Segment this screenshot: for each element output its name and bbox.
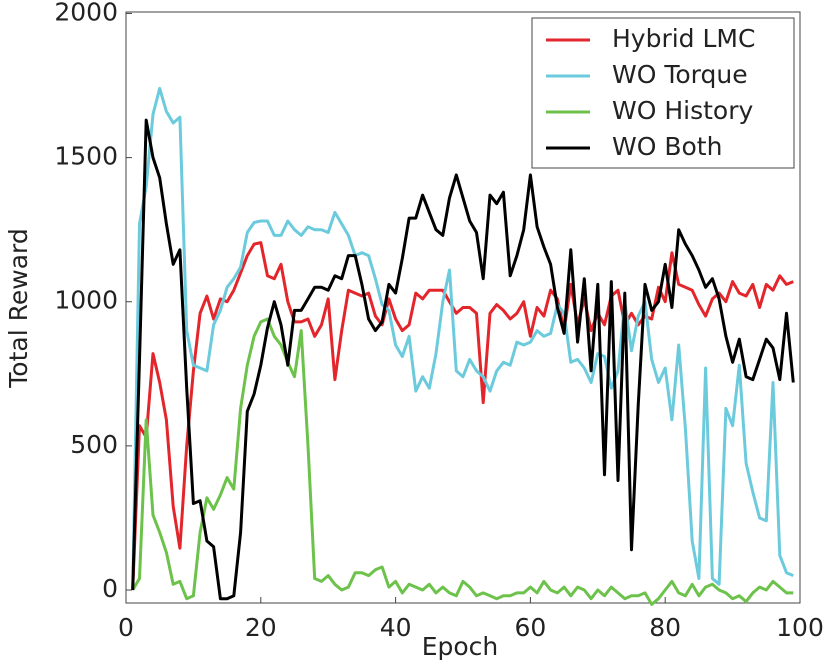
legend-label: WO History (612, 96, 753, 125)
x-tick-label: 60 (514, 613, 546, 642)
series-line (131, 86, 794, 591)
plot-frame (125, 11, 801, 604)
legend-box (531, 17, 795, 169)
y-tick-label: 0 (102, 574, 118, 603)
y-tick-label: 2000 (54, 0, 118, 26)
legend-label: WO Both (612, 132, 722, 161)
x-axis-label: Epoch (422, 632, 499, 661)
y-axis-label: Total Reward (4, 228, 33, 388)
y-tick-label: 500 (70, 430, 118, 459)
x-tick-label: 0 (118, 613, 134, 642)
x-tick-label: 100 (776, 613, 824, 642)
x-tick-label: 20 (245, 613, 277, 642)
x-tick-label: 80 (649, 613, 681, 642)
legend-label: WO Torque (612, 60, 748, 89)
series-line (131, 317, 794, 606)
x-tick-label: 40 (380, 613, 412, 642)
legend-label: Hybrid LMC (612, 24, 755, 53)
y-tick-label: 1500 (54, 142, 118, 171)
series-line (131, 118, 795, 601)
series-line (131, 241, 794, 591)
y-tick-label: 1000 (54, 286, 118, 315)
